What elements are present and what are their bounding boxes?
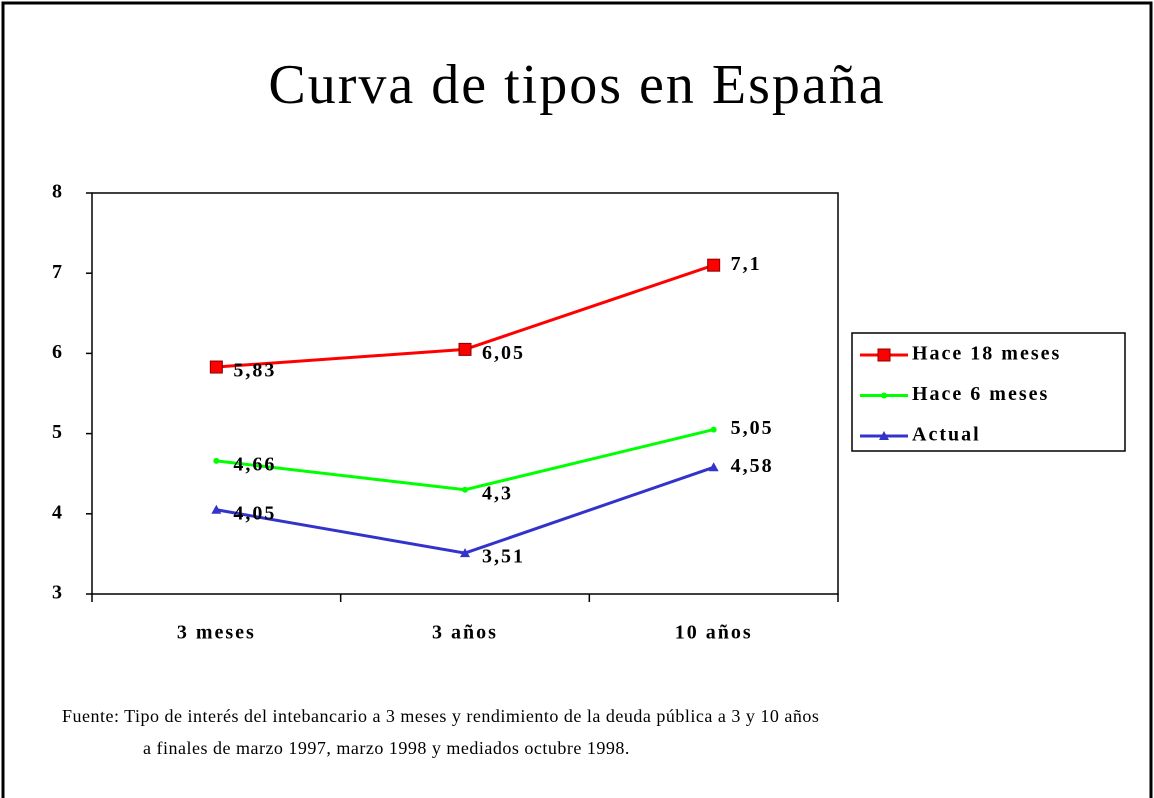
series-line (216, 465, 715, 555)
marker (460, 548, 470, 558)
data-label: 4,66 (233, 453, 276, 475)
marker (462, 486, 468, 493)
series-line (216, 428, 715, 492)
marker (879, 431, 889, 440)
data-label: 5,05 (731, 417, 774, 439)
y-tick-label: 6 (52, 341, 64, 363)
marker (710, 426, 717, 433)
data-label: 3,51 (482, 546, 525, 568)
marker (708, 462, 719, 472)
data-label: 4,3 (482, 482, 513, 504)
marker (211, 504, 222, 514)
x-tick-label: 3 años (432, 622, 498, 644)
legend (851, 332, 1126, 452)
y-tick-label: 8 (52, 181, 64, 203)
plot-area (91, 192, 839, 595)
legend-label: Actual (912, 424, 981, 446)
legend-label: Hace 6 meses (912, 383, 1049, 405)
note-line: Fuente: Tipo de interés del intebancario… (62, 706, 819, 726)
data-label: 4,58 (731, 455, 774, 477)
y-tick-label: 7 (52, 261, 64, 283)
data-label: 6,05 (482, 342, 525, 364)
chart-title: Curva de tipos en España (268, 54, 885, 116)
data-label: 7,1 (731, 253, 762, 275)
marker (877, 348, 891, 362)
legend-label: Hace 18 meses (912, 343, 1061, 365)
marker (881, 392, 887, 399)
note-line: a finales de marzo 1997, marzo 1998 y me… (143, 738, 630, 758)
marker (213, 457, 220, 464)
data-label: 4,05 (233, 502, 276, 524)
x-tick-label: 3 meses (177, 622, 256, 644)
marker (209, 360, 223, 374)
marker (707, 258, 721, 272)
marker (458, 342, 472, 356)
y-tick-label: 3 (52, 582, 64, 604)
y-tick-label: 4 (52, 501, 64, 523)
data-label: 5,83 (233, 360, 276, 382)
y-tick-label: 5 (52, 421, 64, 443)
x-tick-label: 10 años (675, 622, 753, 644)
